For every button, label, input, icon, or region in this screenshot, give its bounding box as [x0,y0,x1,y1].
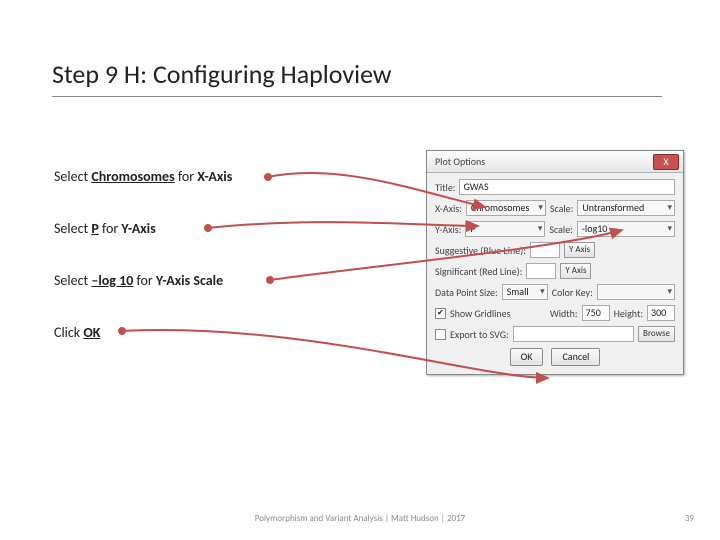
text: X-Axis [197,168,232,185]
text: –log 10 [91,272,133,289]
cancel-button[interactable]: Cancel [551,348,600,366]
width-input[interactable]: 750 [582,305,610,321]
text: OK [83,324,100,341]
dialog-body: Title: GWAS X-Axis: Chromosomes Scale: U… [427,173,683,374]
yaxis-select[interactable]: P [465,221,545,237]
yscale-label: Scale: [549,223,572,236]
instruction-yaxis: Select P for Y-Axis [54,220,156,237]
ok-button[interactable]: OK [510,348,544,366]
row-datapoint: Data Point Size: Small Color Key: [435,284,675,300]
browse-button[interactable]: Browse [638,326,675,342]
colorkey-label: Color Key: [552,286,593,299]
gridlines-checkbox[interactable]: ✔ [435,308,446,319]
xaxis-select[interactable]: Chromosomes [466,200,546,216]
instruction-yscale: Select –log 10 for Y-Axis Scale [54,272,223,289]
row-xaxis: X-Axis: Chromosomes Scale: Untransformed [435,200,675,216]
width-label: Width: [550,307,578,320]
dps-label: Data Point Size: [435,286,498,299]
row-export: Export to SVG: Browse [435,326,675,342]
export-path-input[interactable] [513,326,634,342]
text: for [99,220,122,237]
export-checkbox[interactable] [435,329,446,340]
text: for [175,168,198,185]
footer-text: Polymorphism and Variant Analysis | Matt… [0,513,720,524]
text: Chromosomes [91,168,174,185]
text: Click [54,324,83,341]
yscale-select[interactable]: -log10 [577,221,675,237]
title-underline [52,96,662,97]
slide-title: Step 9 H: Configuring Haploview [52,58,391,90]
suggestive-axis-button[interactable]: Y Axis [564,242,595,258]
yaxis-label: Y-Axis: [435,223,461,236]
row-grid-size: ✔ Show Gridlines Width: 750 Height: 300 [435,305,675,321]
xscale-label: Scale: [550,202,573,215]
row-yaxis: Y-Axis: P Scale: -log10 [435,221,675,237]
instruction-xaxis: Select Chromosomes for X-Axis [54,168,232,185]
xaxis-label: X-Axis: [435,202,462,215]
colorkey-select[interactable] [597,284,675,300]
gridlines-label: Show Gridlines [450,307,511,320]
dialog-button-row: OK Cancel [435,348,675,366]
text: Select [54,168,91,185]
text: P [91,220,98,237]
xscale-select[interactable]: Untransformed [577,200,675,216]
text: for [133,272,156,289]
significant-input[interactable] [526,263,556,279]
height-input[interactable]: 300 [647,305,675,321]
close-button[interactable]: X [653,154,679,170]
text: Y-Axis [121,220,155,237]
significant-label: Significant (Red Line): [435,265,522,278]
significant-axis-button[interactable]: Y Axis [560,263,591,279]
text: Select [54,220,91,237]
instruction-ok: Click OK [54,324,100,341]
dialog-title: Plot Options [435,155,485,168]
dialog-titlebar: Plot Options X [427,151,683,173]
text: Y-Axis Scale [156,272,223,289]
export-label: Export to SVG: [450,328,509,341]
title-input[interactable]: GWAS [459,179,675,195]
suggestive-input[interactable] [530,242,560,258]
text: Select [54,272,91,289]
row-title: Title: GWAS [435,179,675,195]
row-significant: Significant (Red Line): Y Axis [435,263,675,279]
row-suggestive: Suggestive (Blue Line): Y Axis [435,242,675,258]
page-number: 39 [685,513,694,524]
suggestive-label: Suggestive (Blue Line): [435,244,526,257]
dps-select[interactable]: Small [502,284,548,300]
title-label: Title: [435,181,455,194]
height-label: Height: [614,307,643,320]
plot-options-dialog: Plot Options X Title: GWAS X-Axis: Chrom… [426,150,684,375]
